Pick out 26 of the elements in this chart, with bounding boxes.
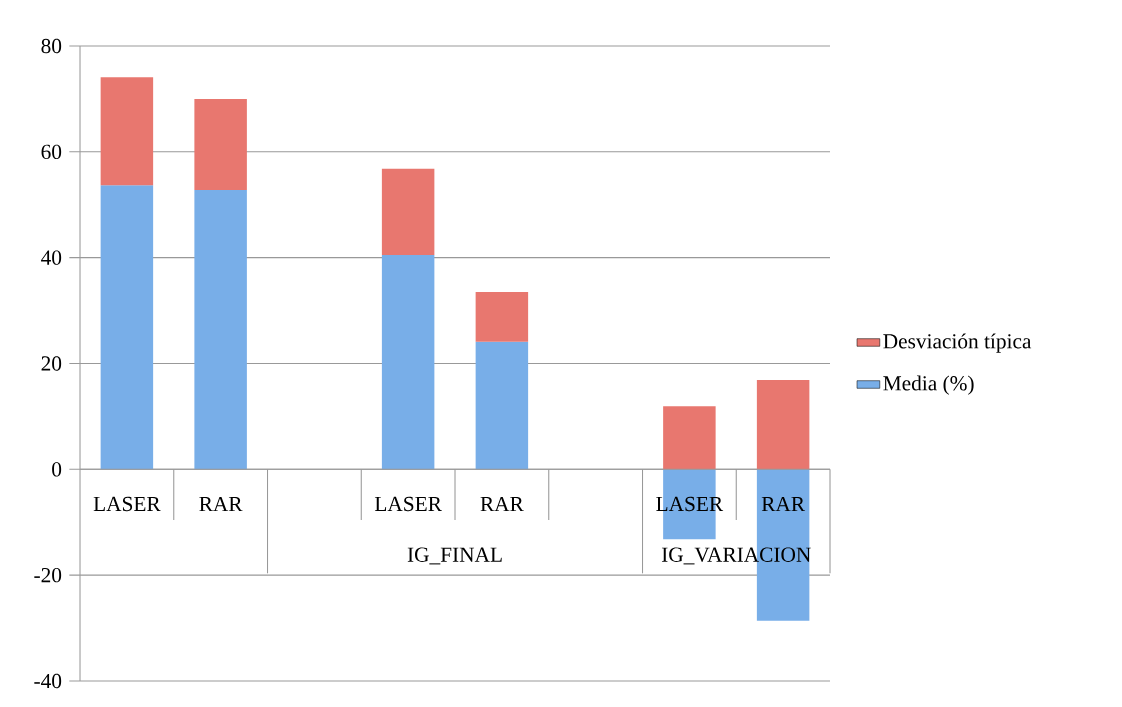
- y-tick-label: 60: [41, 144, 62, 160]
- bar: [194, 98, 247, 190]
- bar: [100, 185, 154, 470]
- y-tick-label: 0: [52, 462, 62, 477]
- annotation: IG_FINAL: [407, 547, 502, 565]
- bar: [100, 77, 154, 186]
- x-tick-label: LASER: [93, 496, 161, 512]
- y-tick-label: -20: [34, 567, 62, 583]
- x-tick-label: RAR: [761, 496, 806, 512]
- legend-label: Desviación típica: [883, 333, 1032, 353]
- y-tick-label: 20: [41, 356, 62, 371]
- bar: [475, 292, 529, 342]
- y-tick-label: 40: [41, 250, 62, 265]
- bar: [663, 406, 716, 470]
- y-tick-label: -40: [34, 673, 62, 689]
- x-tick-label: RAR: [480, 496, 524, 512]
- legend-label: Media (%): [883, 375, 974, 395]
- bar: [381, 255, 435, 470]
- bar: [194, 189, 247, 470]
- bar: [381, 168, 435, 255]
- x-tick-label: RAR: [199, 496, 243, 512]
- bar: [756, 379, 810, 470]
- bar: [475, 341, 529, 470]
- y-tick-label: 80: [41, 38, 62, 54]
- annotation: IG_VARIACION: [661, 547, 811, 565]
- x-tick-label: LASER: [374, 496, 442, 512]
